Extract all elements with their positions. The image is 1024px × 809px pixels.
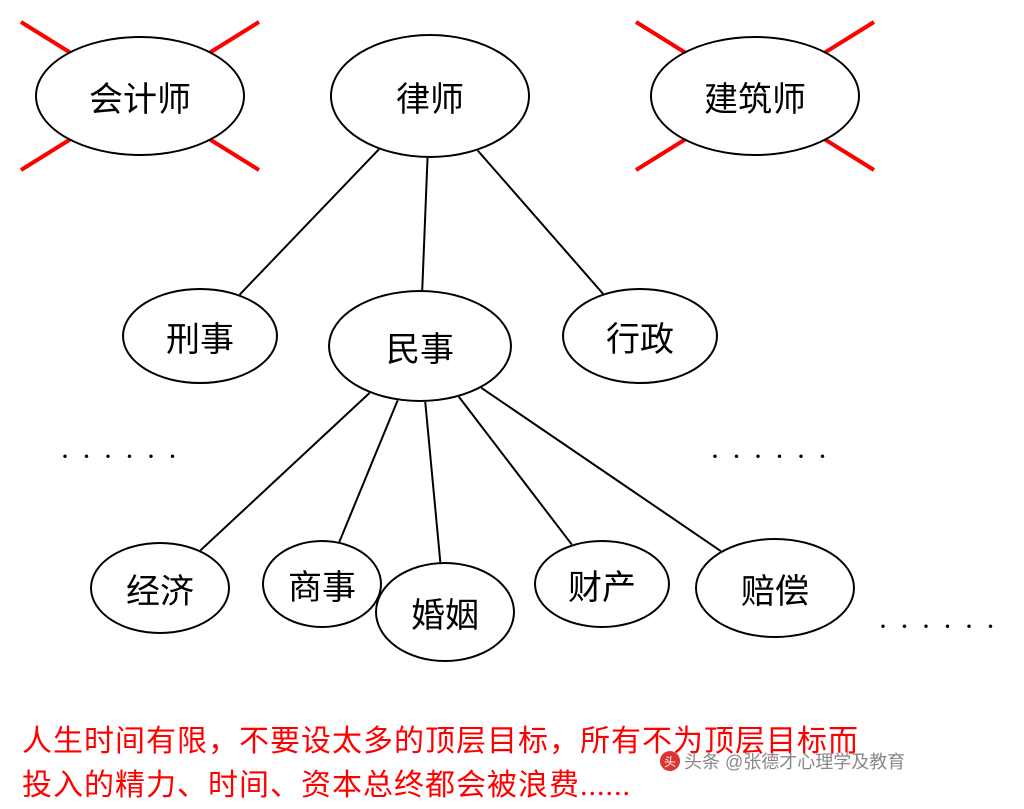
node-accountant: 会计师	[35, 36, 245, 156]
node-economy: 经济	[90, 542, 230, 634]
node-marriage: 婚姻	[375, 562, 515, 662]
node-label-architect: 建筑师	[704, 72, 806, 121]
node-lawyer: 律师	[330, 34, 530, 158]
ellipsis-0: · · · · · ·	[60, 440, 179, 474]
edge-civil-marriage	[425, 402, 440, 562]
edge-lawyer-admin	[478, 150, 603, 293]
node-label-accountant: 会计师	[89, 72, 191, 121]
node-label-marriage: 婚姻	[411, 588, 479, 637]
node-compensate: 赔偿	[695, 538, 855, 638]
edge-lawyer-civil	[422, 158, 427, 290]
ellipsis-1: · · · · · ·	[710, 440, 829, 474]
node-civil: 民事	[328, 290, 512, 402]
edge-civil-compensate	[481, 388, 721, 551]
node-label-lawyer: 律师	[396, 72, 464, 121]
node-property: 财产	[534, 540, 670, 628]
edge-civil-economy	[200, 393, 369, 551]
caption-line-2: 投入的精力、时间、资本总终都会被浪费......	[22, 760, 631, 804]
node-label-commerce: 商事	[288, 560, 356, 609]
edge-lawyer-criminal	[240, 149, 379, 294]
watermark-icon: 头	[660, 751, 680, 771]
watermark-text: 头条 @张德才心理学及教育	[684, 748, 905, 774]
node-label-civil: 民事	[386, 322, 454, 371]
node-label-criminal: 刑事	[166, 312, 234, 361]
watermark: 头 头条 @张德才心理学及教育	[660, 748, 905, 774]
node-admin: 行政	[562, 288, 718, 384]
node-label-admin: 行政	[606, 312, 674, 361]
edge-civil-commerce	[339, 400, 397, 542]
ellipsis-2: · · · · · ·	[878, 610, 997, 644]
node-architect: 建筑师	[650, 36, 860, 156]
edge-civil-property	[459, 397, 572, 545]
node-label-compensate: 赔偿	[741, 564, 809, 613]
node-commerce: 商事	[262, 540, 382, 628]
node-label-economy: 经济	[126, 564, 194, 613]
node-label-property: 财产	[568, 560, 636, 609]
node-criminal: 刑事	[122, 288, 278, 384]
